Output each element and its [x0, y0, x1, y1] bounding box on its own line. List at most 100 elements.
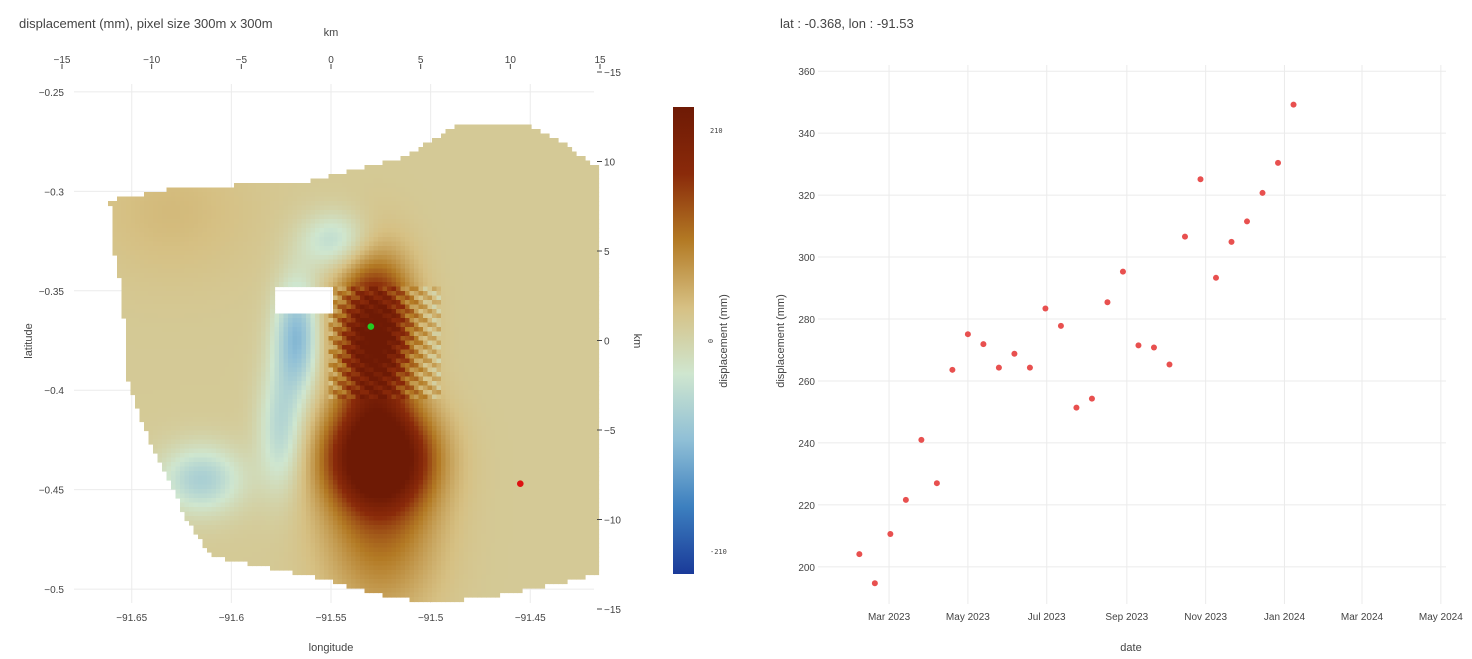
heatmap-cell: [337, 304, 343, 310]
heatmap-cell: [423, 165, 429, 171]
heatmap-cell: [175, 237, 181, 243]
heatmap-cell: [499, 232, 505, 238]
heatmap-cell: [445, 340, 451, 346]
heatmap-cell: [288, 318, 294, 324]
heatmap-cell: [580, 255, 586, 261]
heatmap-cell: [490, 151, 496, 157]
heatmap-cell: [153, 214, 159, 220]
heatmap-cell: [553, 291, 559, 297]
heatmap-cell: [202, 322, 208, 328]
heatmap-cell: [436, 345, 442, 351]
heatmap-cell: [468, 277, 474, 283]
heatmap-cell: [445, 246, 451, 252]
heatmap-cell: [270, 372, 276, 378]
heatmap-cell: [400, 268, 406, 274]
heatmap-cell: [486, 205, 492, 211]
heatmap-cell: [468, 201, 474, 207]
heatmap-cell: [409, 223, 415, 229]
heatmap-cell: [184, 376, 190, 382]
heatmap-cell: [130, 367, 136, 373]
heatmap-cell: [135, 196, 141, 202]
heatmap-cell: [544, 246, 550, 252]
heatmap-cell: [558, 286, 564, 292]
heatmap-cell: [270, 219, 276, 225]
heatmap-cell: [580, 327, 586, 333]
heatmap-cell: [472, 349, 478, 355]
heatmap-cell: [247, 363, 253, 369]
heatmap-cell: [351, 277, 357, 283]
heatmap-cell: [216, 255, 222, 261]
heatmap-cell: [477, 214, 483, 220]
heatmap-cell: [594, 165, 600, 171]
heatmap-cell: [472, 223, 478, 229]
heatmap-cell: [243, 372, 249, 378]
heatmap-cell: [463, 291, 469, 297]
heatmap-cell: [148, 192, 154, 198]
heatmap-cell: [459, 318, 465, 324]
heatmap-cell: [585, 228, 591, 234]
heatmap-cell: [297, 273, 303, 279]
heatmap-cell: [247, 345, 253, 351]
heatmap-cell: [184, 286, 190, 292]
heatmap-cell: [171, 273, 177, 279]
heatmap-cell: [495, 318, 501, 324]
heatmap-cell: [180, 241, 186, 247]
heatmap-cell: [180, 309, 186, 315]
heatmap-cell: [418, 309, 424, 315]
heatmap-cell: [135, 214, 141, 220]
heatmap-cell: [427, 372, 433, 378]
heatmap-cell: [454, 367, 460, 373]
heatmap-cell: [445, 295, 451, 301]
heatmap-cell: [486, 160, 492, 166]
heatmap-cell: [589, 264, 595, 270]
heatmap-cell: [256, 192, 262, 198]
heatmap-cell: [481, 331, 487, 337]
heatmap-cell: [373, 295, 379, 301]
heatmap-cell: [382, 322, 388, 328]
heatmap-cell: [580, 259, 586, 265]
heatmap-cell: [337, 219, 343, 225]
heatmap-cell: [585, 349, 591, 355]
heatmap-cell: [373, 178, 379, 184]
heatmap-cell: [486, 295, 492, 301]
heatmap-cell: [517, 363, 523, 369]
heatmap-cell: [418, 358, 424, 364]
heatmap-cell: [450, 354, 456, 360]
heatmap-cell: [216, 336, 222, 342]
heatmap-cell: [414, 358, 420, 364]
heatmap-cell: [589, 327, 595, 333]
heatmap-cell: [198, 232, 204, 238]
heatmap-cell: [373, 340, 379, 346]
heatmap-cell: [517, 196, 523, 202]
heatmap-cell: [450, 273, 456, 279]
heatmap-cell: [171, 358, 177, 364]
heatmap-cell: [436, 178, 442, 184]
heatmap-cell: [207, 237, 213, 243]
heatmap-cell: [441, 183, 447, 189]
heatmap-cell: [301, 322, 307, 328]
heatmap-cell: [252, 255, 258, 261]
heatmap-cell: [301, 192, 307, 198]
heatmap-cell: [373, 214, 379, 220]
heatmap-cell: [558, 223, 564, 229]
heatmap-cell: [378, 210, 384, 216]
heatmap-cell: [562, 237, 568, 243]
heatmap-cell: [454, 250, 460, 256]
heatmap-cell: [324, 178, 330, 184]
heatmap-cell: [211, 291, 217, 297]
heatmap-cell: [184, 205, 190, 211]
heatmap-cell: [441, 151, 447, 157]
heatmap-cell: [553, 174, 559, 180]
heatmap-cell: [499, 210, 505, 216]
heatmap-cell: [315, 196, 321, 202]
heatmap-cell: [265, 340, 271, 346]
heatmap-cell: [117, 228, 123, 234]
heatmap-cell: [175, 358, 181, 364]
heatmap-cell: [531, 174, 537, 180]
heatmap-cell: [157, 237, 163, 243]
heatmap-cell: [265, 345, 271, 351]
heatmap-cell: [256, 291, 262, 297]
heatmap-cell: [499, 340, 505, 346]
heatmap-cell: [409, 273, 415, 279]
heatmap-cell: [526, 268, 532, 274]
